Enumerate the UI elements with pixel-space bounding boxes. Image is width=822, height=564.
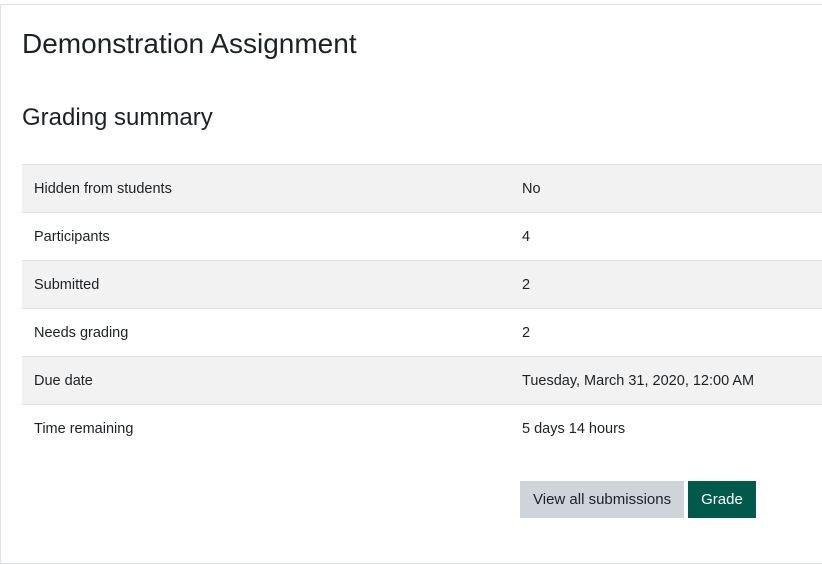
row-label: Needs grading: [22, 308, 510, 357]
page-title: Demonstration Assignment: [22, 28, 357, 59]
row-value: No: [510, 164, 822, 213]
table-row: Submitted 2: [22, 260, 822, 309]
action-buttons: View all submissions Grade: [520, 481, 756, 518]
row-value: 4: [510, 212, 822, 261]
row-label: Submitted: [22, 260, 510, 309]
row-value: 2: [510, 308, 822, 357]
row-label: Participants: [22, 212, 510, 261]
row-value: 5 days 14 hours: [510, 404, 822, 452]
table-row: Due date Tuesday, March 31, 2020, 12:00 A…: [22, 356, 822, 405]
row-value: Tuesday, March 31, 2020, 12:00 AM: [510, 356, 822, 405]
table-row: Needs grading 2: [22, 308, 822, 357]
row-label: Hidden from students: [22, 164, 510, 213]
row-value: 2: [510, 260, 822, 309]
row-label: Due date: [22, 356, 510, 405]
section-title: Grading summary: [22, 104, 213, 131]
table-row: Hidden from students No: [22, 164, 822, 213]
view-all-submissions-button[interactable]: View all submissions: [520, 481, 685, 518]
grading-summary-table: Hidden from students No Participants 4 Sub…: [22, 164, 822, 452]
grade-button[interactable]: Grade: [688, 481, 756, 518]
table-row: Time remaining 5 days 14 hours: [22, 404, 822, 452]
table-row: Participants 4: [22, 212, 822, 261]
row-label: Time remaining: [22, 404, 510, 452]
